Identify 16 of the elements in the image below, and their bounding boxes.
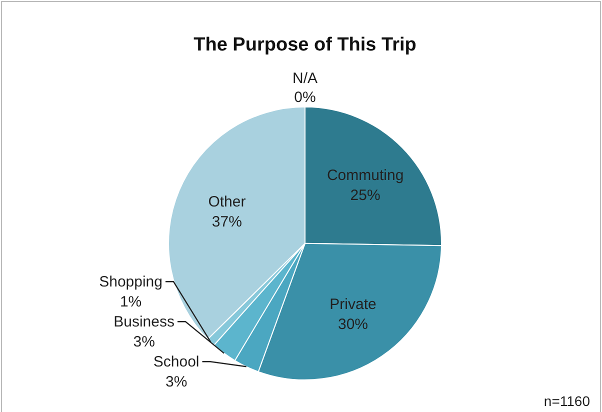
data-label: 37%: [212, 214, 242, 231]
slice-label: School: [153, 354, 200, 371]
category-label: N/A: [292, 70, 318, 87]
slice-label: Shopping: [99, 274, 163, 291]
data-label: 30%: [338, 316, 368, 334]
slice-label: Business: [114, 314, 175, 331]
slice-label: Other: [208, 194, 246, 211]
data-label: 25%: [350, 187, 380, 204]
text: n=1160: [544, 393, 590, 409]
slice-label: Commuting: [326, 167, 404, 184]
slice-label: Private: [330, 296, 376, 314]
data-label: 3%: [133, 334, 155, 351]
data-label: 3%: [165, 374, 188, 391]
chart-title: The Purpose of This Trip: [194, 34, 416, 56]
text: 0%: [294, 88, 316, 106]
data-label: 1%: [120, 294, 142, 311]
